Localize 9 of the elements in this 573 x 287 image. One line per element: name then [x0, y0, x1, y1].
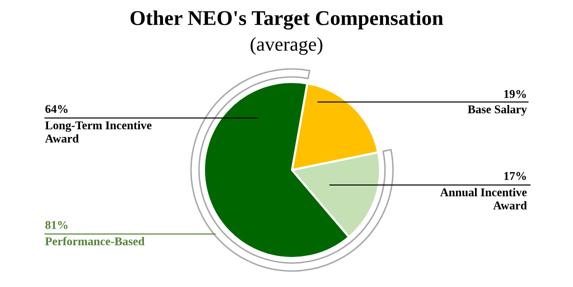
data-label: 17%: [504, 172, 526, 180]
slice-label: Base Salary: [468, 105, 527, 116]
chart-subtitle: (average): [250, 37, 322, 55]
data-label: 64%: [45, 104, 68, 113]
text: 81% Performance-Based: [45, 220, 145, 246]
chart-title: Other NEO's Target Compensation: [130, 10, 444, 30]
slice-label: Long-Term Incentive Award: [45, 121, 152, 143]
slice-label: Annual Incentive Award: [440, 188, 527, 210]
data-label: 19%: [504, 90, 526, 98]
